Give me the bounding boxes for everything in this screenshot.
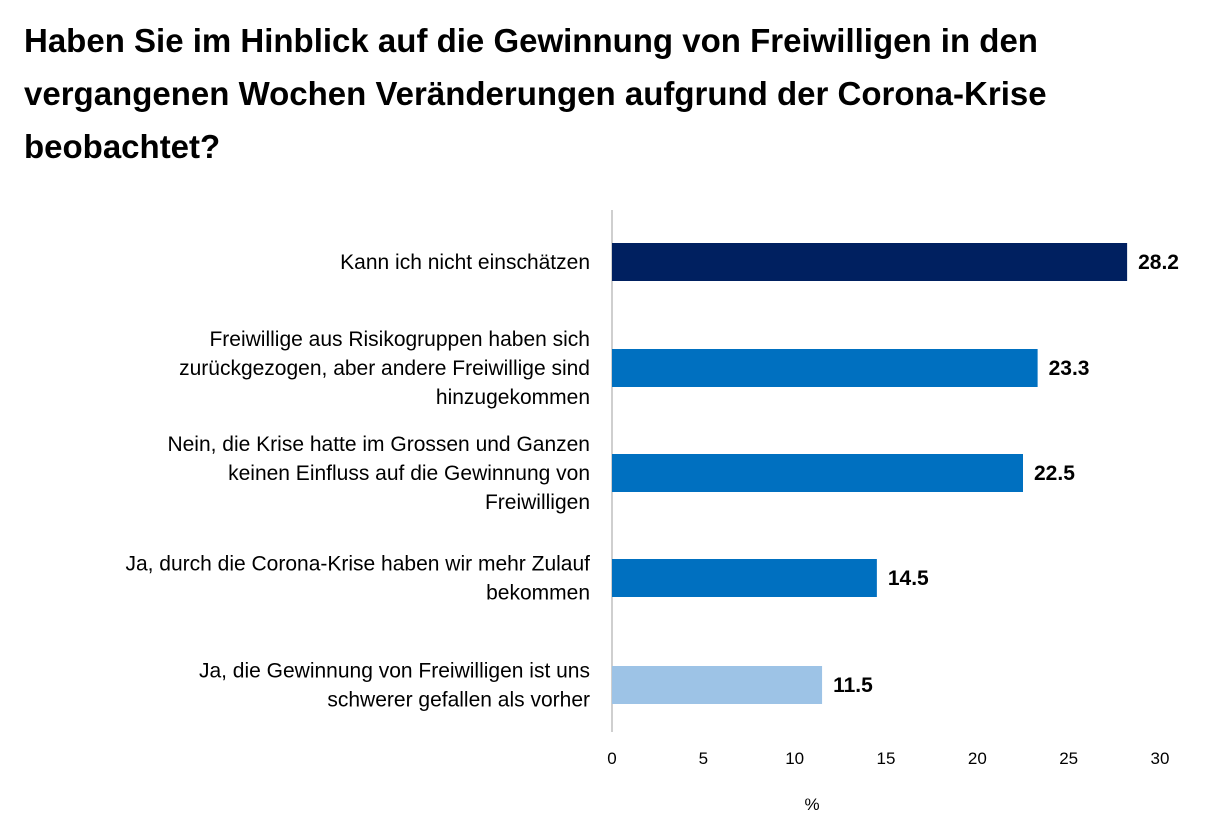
bar bbox=[612, 243, 1128, 281]
x-tick-label: 30 bbox=[1151, 749, 1170, 768]
bar bbox=[612, 666, 823, 704]
bar bbox=[612, 454, 1023, 492]
category-label: schwerer gefallen als vorher bbox=[327, 689, 590, 712]
category-label: bekommen bbox=[486, 582, 590, 605]
bar bbox=[612, 349, 1038, 387]
bar bbox=[612, 559, 877, 597]
data-label: 14.5 bbox=[888, 567, 929, 590]
category-label: Kann ich nicht einschätzen bbox=[340, 251, 590, 274]
x-tick-label: 20 bbox=[968, 749, 987, 768]
category-label: keinen Einfluss auf die Gewinnung von bbox=[228, 462, 590, 485]
x-tick-label: 10 bbox=[785, 749, 804, 768]
data-label: 11.5 bbox=[833, 674, 873, 697]
x-tick-label: 5 bbox=[699, 749, 708, 768]
data-label: 23.3 bbox=[1049, 357, 1090, 380]
category-label: Freiwillige aus Risikogruppen haben sich bbox=[209, 328, 590, 351]
category-label: Freiwilligen bbox=[485, 491, 590, 514]
data-label: 28.2 bbox=[1138, 251, 1179, 274]
category-label: hinzugekommen bbox=[436, 386, 590, 409]
x-tick-label: 25 bbox=[1059, 749, 1078, 768]
chart-title: Haben Sie im Hinblick auf die Gewinnung … bbox=[24, 22, 1047, 165]
x-tick-label: 0 bbox=[607, 749, 616, 768]
x-tick-label: 15 bbox=[877, 749, 896, 768]
category-label: Ja, die Gewinnung von Freiwilligen ist u… bbox=[199, 660, 590, 683]
category-label: Ja, durch die Corona-Krise haben wir meh… bbox=[125, 553, 590, 576]
x-axis-label: % bbox=[804, 795, 819, 814]
category-label: zurückgezogen, aber andere Freiwillige s… bbox=[179, 357, 590, 380]
data-label: 22.5 bbox=[1034, 462, 1075, 485]
category-label: Nein, die Krise hatte im Grossen und Gan… bbox=[167, 433, 590, 456]
